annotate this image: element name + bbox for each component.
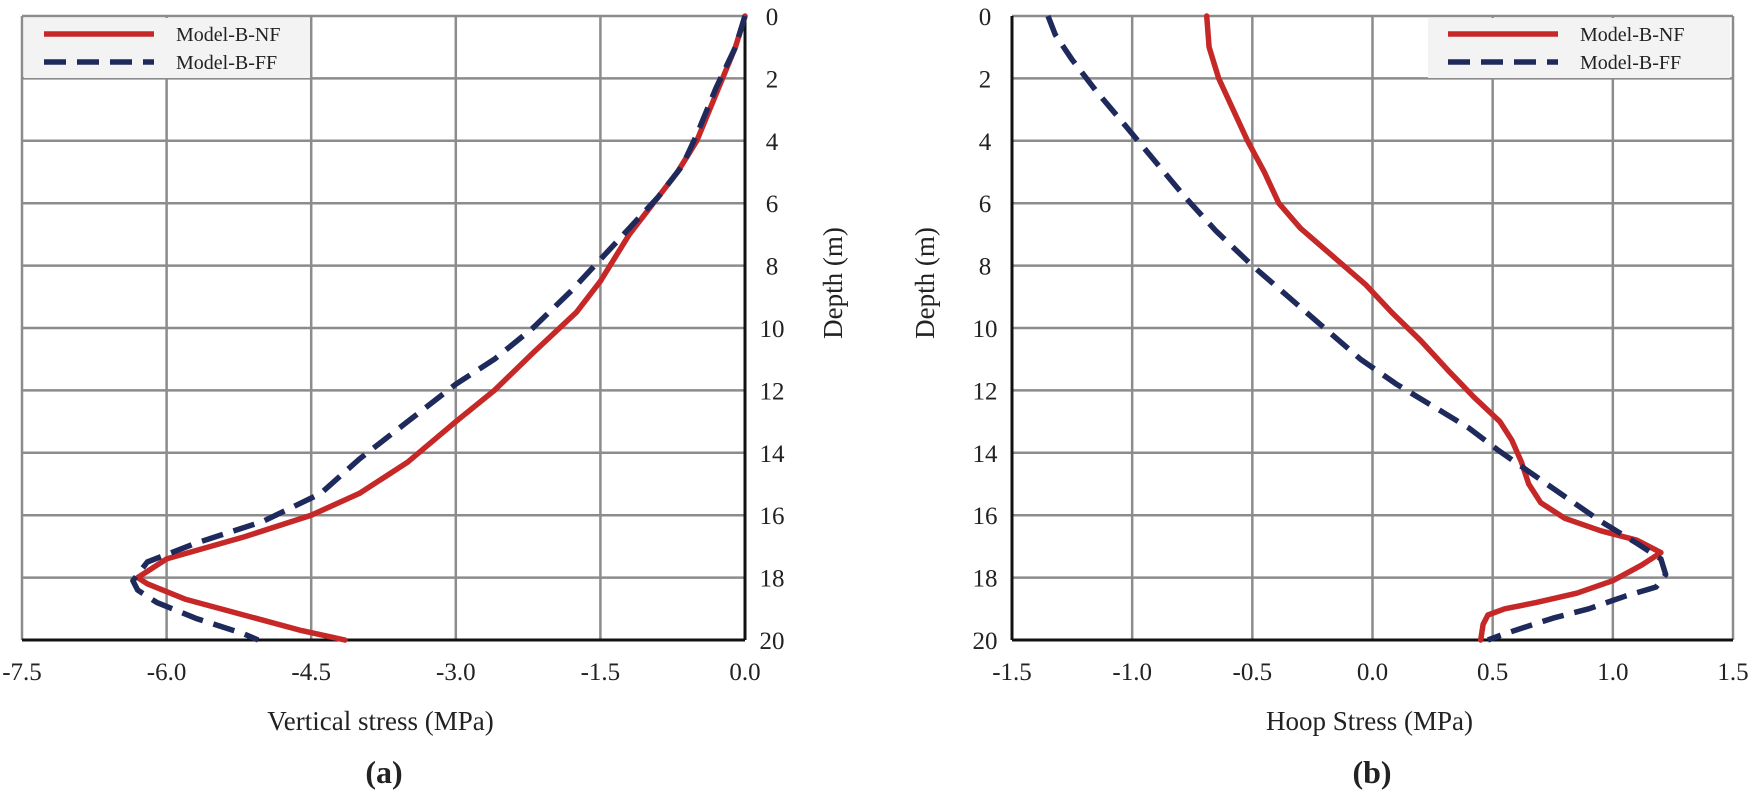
y-tick-label: 18 — [973, 566, 998, 593]
y-tick-label: 0 — [766, 4, 779, 31]
x-tick-label: -7.5 — [2, 659, 42, 686]
x-tick-label: 1.5 — [1717, 659, 1748, 686]
y-tick-label: 12 — [760, 378, 785, 405]
y-tick-label: 20 — [973, 628, 998, 655]
legend: Model-B-NF Model-B-FF — [1428, 18, 1730, 78]
chart-panel-a: -7.5 -6.0 -4.5 -3.0 -1.5 0.0 0 2 4 6 8 10 12 14 16 18 20… — [2, 4, 848, 790]
legend-label: Model-B-NF — [1580, 24, 1684, 46]
y-tick-label: 12 — [973, 378, 998, 405]
x-tick-label: 0.0 — [729, 659, 760, 686]
series-line-model-b-ff — [130, 15, 748, 643]
y-tick-label: 8 — [979, 254, 992, 281]
x-axis-title: Vertical stress (MPa) — [267, 706, 493, 736]
series-line-model-b-nf — [1203, 13, 1664, 643]
legend: Model-B-NF Model-B-FF — [24, 18, 310, 78]
series-line-model-b-nf — [134, 13, 748, 643]
x-tick-label: -1.5 — [992, 659, 1032, 686]
x-tick-label: -1.5 — [581, 659, 621, 686]
chart-panel-b: -1.5 -1.0 -0.5 0.0 0.5 1.0 1.5 0 2 4 6 8 10 12 14 16 18 2… — [910, 4, 1749, 790]
x-tick-label: -0.5 — [1233, 659, 1273, 686]
y-tick-label: 2 — [979, 66, 992, 93]
y-tick-label: 14 — [760, 441, 786, 468]
y-tick-label: 4 — [979, 129, 992, 156]
y-tick-label: 20 — [760, 628, 785, 655]
legend-label: Model-B-NF — [176, 24, 280, 46]
panel-label: (b) — [1352, 754, 1391, 790]
x-tick-label: -4.5 — [291, 659, 331, 686]
y-tick-label: 18 — [760, 566, 785, 593]
y-tick-label: 10 — [973, 316, 998, 343]
y-tick-label: 4 — [766, 129, 779, 156]
x-tick-label: 0.5 — [1477, 659, 1508, 686]
legend-box — [1428, 18, 1730, 78]
panel-label: (a) — [365, 754, 402, 790]
y-tick-label: 16 — [973, 503, 998, 530]
x-tick-label: -1.0 — [1112, 659, 1152, 686]
series-line-model-b-ff — [1045, 14, 1669, 643]
y-tick-label: 8 — [766, 254, 779, 281]
x-axis-title: Hoop Stress (MPa) — [1266, 706, 1473, 736]
x-tick-label: -3.0 — [436, 659, 476, 686]
y-tick-label: 6 — [979, 191, 992, 218]
y-tick-label: 10 — [760, 316, 785, 343]
legend-label: Model-B-FF — [1580, 52, 1681, 74]
x-tick-label: 1.0 — [1597, 659, 1628, 686]
y-axis-title: Depth (m) — [818, 227, 848, 339]
legend-label: Model-B-FF — [176, 52, 277, 74]
y-tick-label: 2 — [766, 66, 779, 93]
y-tick-label: 6 — [766, 191, 779, 218]
y-tick-label: 0 — [979, 4, 992, 31]
legend-box — [24, 18, 310, 78]
y-tick-label: 14 — [973, 441, 999, 468]
y-tick-label: 16 — [760, 503, 785, 530]
y-axis-title: Depth (m) — [910, 227, 940, 339]
x-tick-label: 0.0 — [1357, 659, 1388, 686]
x-tick-label: -6.0 — [147, 659, 187, 686]
